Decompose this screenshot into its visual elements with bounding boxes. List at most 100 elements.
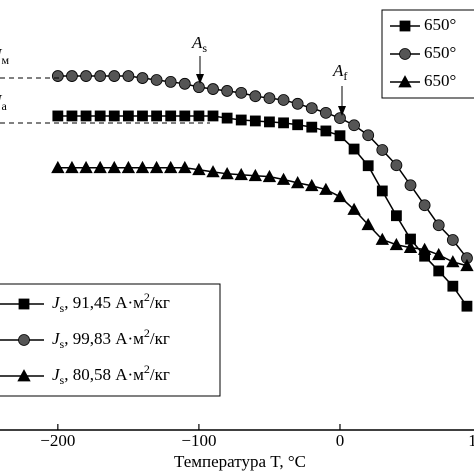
x-tick-label: −200 xyxy=(40,431,75,450)
legend-marker xyxy=(18,334,30,346)
marker xyxy=(135,160,150,174)
annotation: Jм xyxy=(0,45,10,67)
marker xyxy=(94,110,106,122)
marker xyxy=(108,110,120,122)
marker xyxy=(249,115,261,127)
symbol: A xyxy=(191,33,203,52)
marker xyxy=(446,255,460,268)
marker xyxy=(263,92,276,104)
superscript: 2 xyxy=(144,326,150,340)
arrow-head xyxy=(196,74,204,84)
marker xyxy=(403,240,418,254)
marker xyxy=(390,159,403,172)
marker xyxy=(262,169,277,183)
marker xyxy=(375,232,389,245)
x-tick-label: 100 xyxy=(468,431,474,450)
marker xyxy=(432,219,445,232)
legend-marker xyxy=(18,298,30,310)
marker xyxy=(137,110,148,122)
marker xyxy=(234,167,248,181)
marker xyxy=(93,160,107,174)
x-axis-title: Температура T, °C xyxy=(174,452,306,471)
marker xyxy=(320,125,332,137)
marker xyxy=(165,110,177,122)
symbol: J xyxy=(0,45,3,64)
marker xyxy=(292,119,304,131)
superscript: 2 xyxy=(144,362,150,376)
marker xyxy=(290,176,305,189)
marker xyxy=(418,199,431,212)
marker xyxy=(348,143,360,155)
symbol: J xyxy=(52,365,61,384)
marker xyxy=(108,70,121,82)
marker xyxy=(249,90,262,103)
marker xyxy=(391,210,402,222)
marker xyxy=(277,94,290,106)
symbol: A xyxy=(332,61,344,80)
text: , 91,45 А·м xyxy=(64,293,144,312)
marker xyxy=(235,114,247,126)
symbol: J xyxy=(52,329,61,348)
marker xyxy=(136,72,149,84)
text: , 80,58 А·м xyxy=(64,365,144,384)
unit: /кг xyxy=(150,365,170,384)
legend-marker xyxy=(398,75,412,88)
marker xyxy=(264,116,275,128)
marker xyxy=(376,185,388,197)
subscript: м xyxy=(2,53,10,67)
marker xyxy=(52,110,64,122)
marker xyxy=(150,74,163,86)
x-tick-label: −100 xyxy=(181,431,216,450)
marker xyxy=(305,178,319,192)
marker xyxy=(221,112,233,124)
marker xyxy=(221,85,234,97)
subscript: s xyxy=(60,373,65,387)
marker xyxy=(306,121,318,133)
marker xyxy=(461,300,473,312)
marker xyxy=(334,130,346,142)
marker xyxy=(122,110,134,122)
marker xyxy=(362,160,374,172)
marker xyxy=(362,129,375,142)
marker xyxy=(291,97,304,110)
legend-marker xyxy=(17,369,31,382)
marker xyxy=(432,247,446,261)
marker xyxy=(192,162,206,176)
legend-label: Js, 99,83 А·м2/кг xyxy=(52,326,170,351)
legend-label: 650° xyxy=(424,71,456,90)
marker xyxy=(376,144,389,156)
text: , 99,83 А·м xyxy=(64,329,144,348)
marker xyxy=(164,76,177,88)
marker xyxy=(333,189,347,203)
marker xyxy=(404,179,417,192)
marker xyxy=(334,112,346,124)
superscript: 2 xyxy=(144,290,150,304)
symbol: J xyxy=(52,293,61,312)
marker xyxy=(51,160,65,174)
marker xyxy=(121,160,136,174)
marker xyxy=(80,70,92,82)
marker xyxy=(276,172,291,185)
subscript: a xyxy=(2,99,8,113)
marker xyxy=(193,110,205,122)
marker xyxy=(107,160,121,174)
marker xyxy=(207,110,219,122)
series-line xyxy=(57,115,468,307)
marker xyxy=(347,202,361,215)
arrow-head xyxy=(338,106,346,116)
marker xyxy=(51,70,64,82)
legend-marker xyxy=(399,20,411,32)
marker xyxy=(235,86,248,99)
marker xyxy=(178,160,192,174)
legend-label: Js, 80,58 А·м2/кг xyxy=(52,362,170,387)
marker xyxy=(389,237,404,251)
marker xyxy=(178,77,191,90)
annotation: Af xyxy=(332,61,347,83)
marker xyxy=(66,70,78,82)
marker xyxy=(149,160,164,174)
marker xyxy=(319,106,332,119)
marker xyxy=(151,110,162,122)
x-tick-label: 0 xyxy=(336,431,345,450)
marker xyxy=(94,70,107,82)
